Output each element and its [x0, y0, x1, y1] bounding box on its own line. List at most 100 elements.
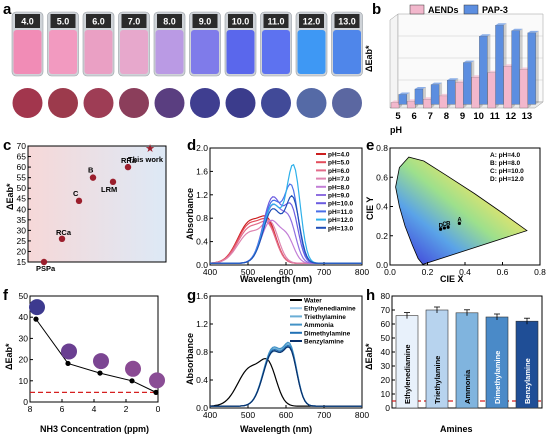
h-ytick: 0: [385, 403, 390, 413]
b-bar-AENDs: [519, 69, 529, 109]
d-series-pH=13.0: [210, 194, 362, 264]
h-bar-label: Benzylamine: [523, 358, 532, 404]
b-ylabel: ΔEab*: [364, 45, 374, 72]
e-point: [457, 221, 461, 225]
d-xtick: 600: [279, 267, 293, 277]
h-bar-label: Triethylamine: [433, 356, 442, 404]
b-bar-PAP-3: [527, 32, 536, 105]
h-ytick: 80: [381, 291, 391, 301]
c-point: [124, 163, 132, 171]
e-point: [442, 226, 446, 230]
b-bar-AENDs: [487, 72, 496, 109]
vial-label-box: [15, 14, 40, 28]
e-point-label: B: [446, 221, 451, 227]
e-point: [439, 227, 443, 231]
b-legend-swatch: [463, 4, 479, 15]
f-point: [33, 316, 39, 322]
vial-label-box: [157, 14, 182, 28]
vial-ph-label: 4.0: [21, 17, 34, 27]
g-xtick: 400: [203, 410, 217, 420]
b-bar-top: [511, 28, 523, 31]
e-point-label: C: [442, 222, 447, 228]
f-color-disc: [93, 353, 109, 370]
b-xtick: 11: [490, 111, 501, 122]
d-ytick: 0.4: [196, 237, 208, 247]
b-bar-PAP-3: [414, 88, 424, 105]
h-ytick: 70: [381, 305, 391, 315]
b-bar-side: [535, 30, 539, 105]
d-legend-label: pH=12.0: [328, 217, 353, 224]
vial-label-box: [334, 14, 360, 28]
b-bar-PAP-3: [511, 30, 520, 105]
panel-label-g: g: [187, 287, 196, 304]
g-legend-label: Triethylamine: [304, 314, 346, 321]
c-point: [89, 174, 97, 181]
panel-label-c: c: [3, 137, 11, 154]
b-bar-top: [414, 87, 426, 89]
vial-liquid: [13, 30, 42, 74]
d-xtick: 400: [203, 267, 217, 277]
f-ytick: 0: [23, 397, 28, 407]
b-xtick: 5: [395, 111, 401, 122]
color-disc: [83, 88, 114, 118]
g-series-Triethylamine: [210, 343, 362, 407]
vial-ph-label: 13.0: [338, 17, 356, 27]
vial-ph-label: 6.0: [92, 17, 105, 27]
vial-label-box: [299, 14, 324, 28]
d-ytick: 2.0: [196, 143, 208, 153]
b-xtick: 7: [428, 111, 433, 122]
c-point-label: RRa: [121, 156, 137, 165]
vial-ph-label: 7.0: [128, 17, 141, 27]
e-xtick: 0.0: [384, 267, 396, 277]
color-disc: [48, 88, 78, 118]
c-ytick: 20: [17, 246, 27, 256]
chart-h: 0 10 20 30 40 50 60 70 80 Ethylenediamine Triethyl…: [381, 291, 543, 413]
vial-liquid: [297, 30, 326, 74]
f-ytick: 30: [19, 333, 29, 343]
c-ytick: 25: [17, 236, 27, 246]
g-ytick: 1.6: [196, 291, 208, 301]
e-legend-entry: A: pH=4.0: [490, 152, 521, 159]
panel-label-a: a: [3, 1, 12, 18]
f-xlabel: NH3 Concentration (ppm): [40, 424, 149, 434]
b-bar-top: [527, 30, 539, 33]
f-xtick: 0: [156, 404, 161, 414]
h-ylabel: ΔEab*: [364, 343, 374, 370]
e-point: [446, 225, 450, 229]
b-legend-label: AENDs: [428, 5, 459, 15]
b-bar-AENDs: [471, 77, 480, 109]
b-bar-PAP-3: [430, 84, 440, 105]
g-xtick: 700: [317, 410, 331, 420]
f-xtick: 4: [92, 404, 97, 414]
chart-g: 400 500 600 700 800 0.0 0.4 0.8 1.2 1.6 WaterEthyl…: [196, 291, 369, 420]
panel-label-f: f: [3, 287, 9, 304]
b-xtick: 12: [506, 111, 517, 122]
f-ytick: 20: [19, 355, 29, 365]
d-ytick: 0.0: [196, 260, 208, 270]
vial-liquid: [262, 30, 290, 74]
f-point: [65, 360, 71, 367]
b-xtick: 8: [444, 111, 449, 122]
g-series-Water: [209, 357, 362, 407]
e-ylabel: CIE Y: [365, 197, 375, 220]
color-disc: [12, 88, 43, 118]
f-xtick: 2: [124, 404, 129, 414]
b-bar-AENDs: [406, 101, 416, 109]
g-legend-label: Ethylenediamine: [304, 306, 356, 313]
b-bar-AENDs: [390, 102, 400, 109]
f-xtick: 6: [60, 404, 65, 414]
f-color-disc: [149, 372, 165, 389]
b-xtick: 13: [522, 111, 533, 122]
b-legend-swatch: [409, 4, 425, 15]
d-legend-label: pH=5.0: [328, 160, 350, 167]
g-frame: [209, 295, 363, 409]
g-ylabel: Absorbance: [185, 333, 195, 385]
b-bar-top: [479, 34, 491, 37]
b-xtick: 10: [473, 111, 484, 122]
b-wall-left: [389, 13, 399, 109]
e-legend-entry: D: pH=12.0: [490, 176, 524, 183]
vial-label-box: [263, 14, 289, 28]
c-ytick: 40: [17, 204, 27, 214]
b-bar-PAP-3: [463, 62, 472, 105]
